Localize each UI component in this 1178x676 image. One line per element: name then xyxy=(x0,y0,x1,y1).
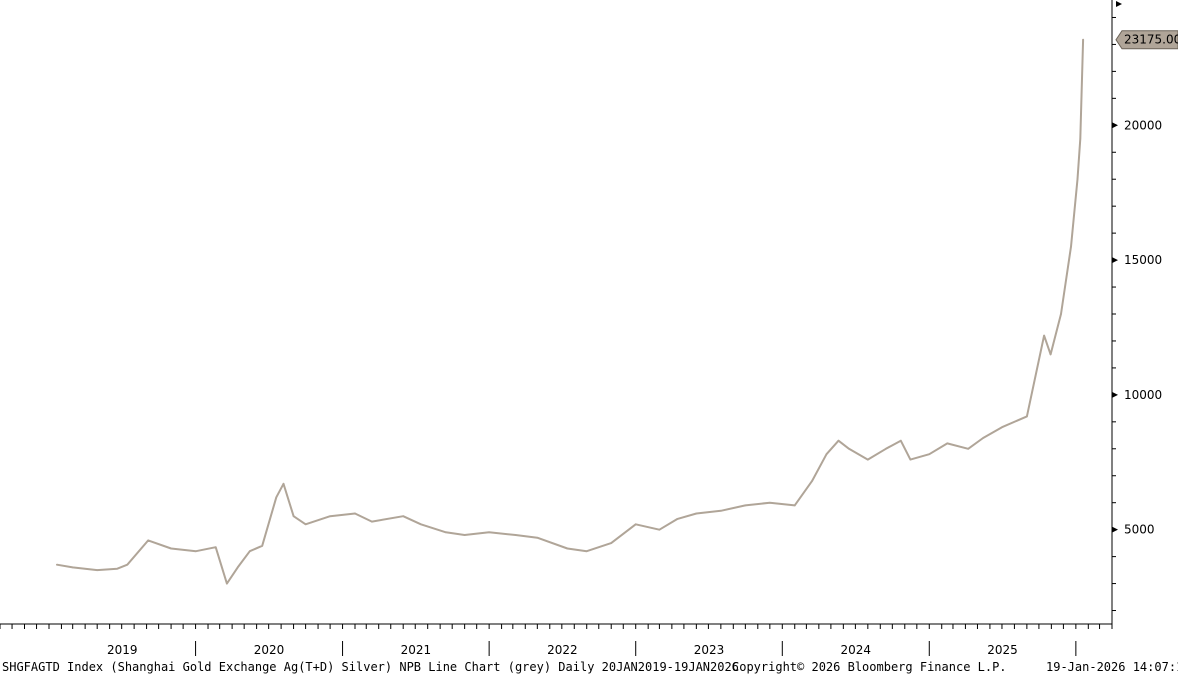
data-point xyxy=(720,509,722,512)
series-layer xyxy=(56,38,1085,585)
data-point xyxy=(170,547,172,550)
data-point xyxy=(354,512,356,515)
data-point xyxy=(1060,313,1062,315)
data-point xyxy=(116,567,119,570)
footer-copyright: Copyright© 2026 Bloomberg Finance L.P. xyxy=(732,660,1007,674)
data-point xyxy=(282,483,285,485)
footer-timestamp: 19-Jan-2026 14:07:10 xyxy=(1046,660,1178,674)
data-point xyxy=(444,531,447,534)
data-point xyxy=(899,439,902,442)
last-value-marker: 23175.00 xyxy=(1115,30,1178,50)
y-major-tick xyxy=(1112,391,1118,398)
data-point xyxy=(825,453,828,455)
data-point xyxy=(329,515,331,517)
data-point xyxy=(566,547,569,550)
price-line xyxy=(56,38,1085,585)
data-point xyxy=(261,545,264,547)
x-year-label: 2019 xyxy=(107,643,138,657)
last-value-tag xyxy=(1115,30,1178,50)
data-point xyxy=(1076,178,1079,181)
y-axis: 5000 10000 15000 20000 xyxy=(1111,0,1162,624)
data-point xyxy=(769,501,771,504)
data-point xyxy=(536,536,539,539)
data-point xyxy=(126,563,129,566)
data-point xyxy=(585,550,588,553)
data-point xyxy=(371,520,373,523)
data-point xyxy=(982,437,984,439)
data-point xyxy=(695,512,698,515)
y-tick-label: 20000 xyxy=(1124,118,1162,132)
data-point xyxy=(1082,38,1084,41)
data-point xyxy=(195,550,197,553)
data-point xyxy=(463,534,466,536)
x-year-label: 2020 xyxy=(254,643,285,657)
data-point xyxy=(214,546,217,548)
y-axis-arrow xyxy=(1116,1,1122,7)
data-point xyxy=(837,439,840,442)
data-point xyxy=(56,563,58,566)
y-tick-label: 5000 xyxy=(1124,523,1155,537)
data-point xyxy=(1049,353,1052,356)
data-point xyxy=(236,566,239,569)
data-point xyxy=(928,453,931,455)
y-tick-label: 15000 xyxy=(1124,253,1162,267)
y-tick-label: 10000 xyxy=(1124,388,1162,402)
x-year-label: 2025 xyxy=(987,643,1018,657)
data-point xyxy=(811,480,813,482)
data-point xyxy=(634,523,637,526)
data-point xyxy=(304,523,307,526)
x-year-label: 2023 xyxy=(694,643,725,657)
y-major-tick xyxy=(1112,122,1118,129)
data-point xyxy=(967,447,970,450)
data-point xyxy=(909,458,912,461)
data-point xyxy=(793,504,796,507)
footer-description: SHGFAGTD Index (Shanghai Gold Exchange A… xyxy=(2,660,739,674)
data-point xyxy=(226,582,228,585)
last-value-label: 23175.00 xyxy=(1124,33,1178,47)
data-point xyxy=(885,447,887,450)
data-point xyxy=(514,534,517,536)
data-point xyxy=(1001,426,1003,429)
data-point xyxy=(848,447,850,450)
data-point xyxy=(744,504,747,507)
data-point xyxy=(488,531,490,534)
x-year-label: 2021 xyxy=(401,643,432,657)
x-year-label: 2022 xyxy=(547,643,578,657)
data-point xyxy=(71,566,74,569)
data-point xyxy=(275,496,278,499)
y-major-tick xyxy=(1112,257,1118,264)
data-point xyxy=(292,515,295,517)
data-point xyxy=(1079,137,1082,140)
data-point xyxy=(1070,245,1072,248)
data-point xyxy=(946,442,949,445)
data-point xyxy=(248,550,251,553)
data-point xyxy=(676,518,679,520)
data-point xyxy=(867,458,869,461)
data-point xyxy=(402,515,404,517)
data-point xyxy=(1043,334,1045,337)
data-point xyxy=(1026,415,1028,418)
x-year-label: 2024 xyxy=(841,643,872,657)
y-major-tick xyxy=(1112,526,1118,533)
data-point xyxy=(147,539,149,542)
data-point xyxy=(610,542,613,544)
data-point xyxy=(96,569,98,571)
data-point xyxy=(420,523,422,526)
data-point xyxy=(658,528,661,531)
x-axis: 2019 2020 2021 2022 2023 2024 2025 xyxy=(0,623,1113,657)
